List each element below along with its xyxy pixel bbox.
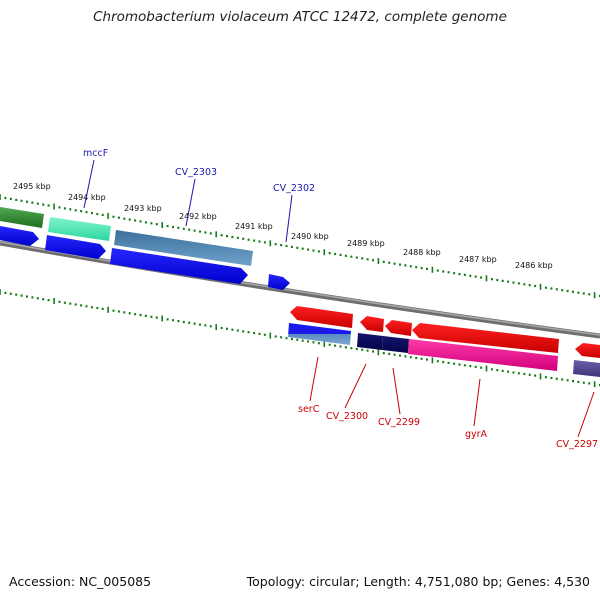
gene-feature[interactable] (0, 226, 39, 246)
gene-feature[interactable] (290, 306, 353, 328)
gene-feature[interactable] (360, 316, 384, 332)
gene-label-cv-2303[interactable]: CV_2303 (175, 167, 217, 178)
reverse-gene-labels: serC CV_2300 CV_2299 gyrA CV_2297 (298, 356, 598, 450)
ruler-upper-track (0, 194, 600, 299)
gene-label-cv-2297[interactable]: CV_2297 (556, 439, 598, 450)
forward-gene-labels: mccF CV_2303 CV_2302 (83, 148, 315, 243)
gene-feature[interactable] (288, 323, 351, 345)
ruler-tick-label: 2494 kbp (68, 193, 106, 202)
gene-feature[interactable] (45, 235, 106, 259)
gene-feature[interactable] (385, 320, 412, 336)
gene-feature[interactable] (268, 274, 290, 290)
gene-feature[interactable] (357, 333, 383, 350)
ruler-tick-label: 2492 kbp (179, 212, 217, 221)
forward-strand-genes (0, 207, 290, 290)
genome-title: Chromobacterium violaceum ATCC 12472, co… (93, 9, 507, 25)
reverse-strand-genes (288, 306, 600, 377)
ruler-tick-label: 2489 kbp (347, 239, 385, 248)
gene-feature[interactable] (0, 207, 44, 228)
gene-feature[interactable] (408, 339, 558, 371)
gene-feature[interactable] (48, 217, 111, 241)
ruler-tick-label: 2493 kbp (124, 204, 162, 213)
gene-feature[interactable] (114, 230, 253, 266)
gene-feature[interactable] (412, 323, 559, 353)
ruler-tick-label: 2490 kbp (291, 232, 329, 241)
ruler-tick-label: 2487 kbp (459, 255, 497, 264)
gene-label-serc[interactable]: serC (298, 404, 320, 415)
genome-summary-text: Topology: circular; Length: 4,751,080 bp… (246, 574, 590, 589)
ruler-tick-labels: 2495 kbp 2494 kbp 2493 kbp 2492 kbp 2491 kbp… (13, 182, 553, 270)
accession-text: Accession: NC_005085 (9, 574, 152, 589)
gene-feature[interactable] (573, 360, 600, 377)
gene-label-gyra[interactable]: gyrA (465, 429, 488, 440)
ruler-tick-label: 2491 kbp (235, 222, 273, 231)
ruler-lower-track (0, 289, 600, 388)
gene-label-mccf[interactable]: mccF (83, 148, 108, 159)
gene-feature[interactable] (575, 343, 600, 358)
gene-feature[interactable] (110, 248, 248, 284)
ruler-tick-label: 2486 kbp (515, 261, 553, 270)
gene-label-cv-2300[interactable]: CV_2300 (326, 411, 368, 422)
gene-feature[interactable] (382, 336, 409, 353)
gene-label-cv-2302[interactable]: CV_2302 (273, 183, 315, 194)
gene-label-cv-2299[interactable]: CV_2299 (378, 417, 420, 428)
ruler-tick-label: 2495 kbp (13, 182, 51, 191)
ruler-tick-label: 2488 kbp (403, 248, 441, 257)
